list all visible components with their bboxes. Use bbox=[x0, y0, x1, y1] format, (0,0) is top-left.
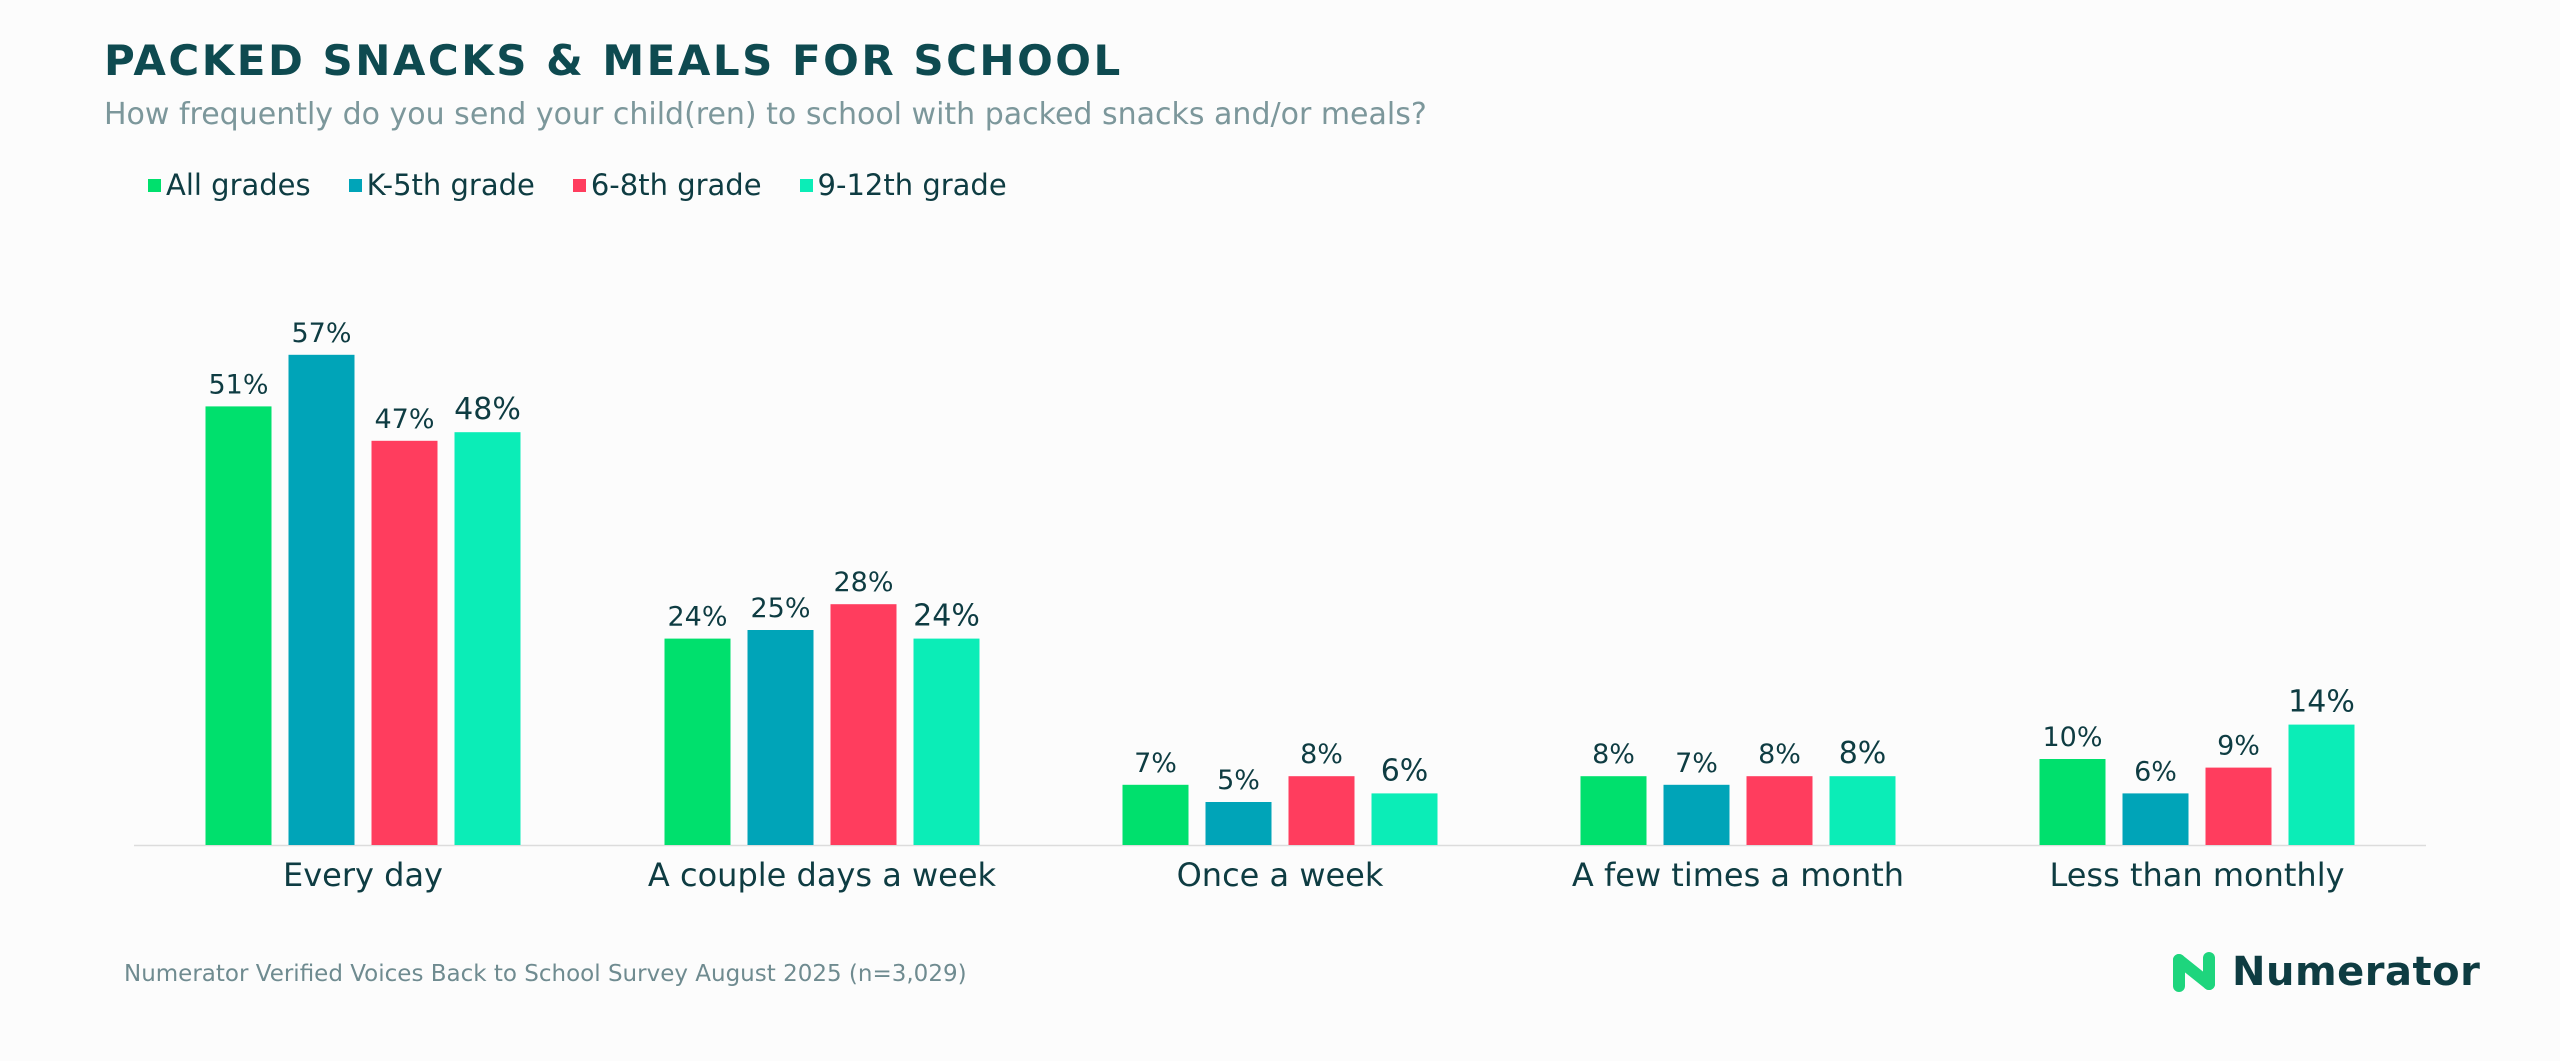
bar-value-label: 25% bbox=[750, 593, 810, 624]
bar bbox=[1122, 784, 1189, 845]
bar bbox=[1746, 776, 1813, 845]
bar bbox=[747, 630, 814, 845]
bar bbox=[664, 638, 731, 845]
bar-value-label: 8% bbox=[1839, 736, 1887, 771]
legend-swatch bbox=[348, 178, 362, 192]
bar bbox=[1205, 802, 1272, 845]
legend-item: K-5th grade bbox=[348, 168, 535, 202]
bar bbox=[1288, 776, 1355, 845]
bar-value-label: 6% bbox=[2134, 756, 2177, 787]
bar bbox=[1663, 784, 1730, 845]
category-label: Once a week bbox=[1177, 856, 1384, 894]
bar bbox=[205, 406, 272, 845]
numerator-logo-icon bbox=[2173, 952, 2215, 992]
category-label: Less than monthly bbox=[2049, 856, 2344, 894]
legend-item: All grades bbox=[148, 168, 311, 202]
chart-subtitle: How frequently do you send your child(re… bbox=[104, 97, 1427, 132]
legend-swatch bbox=[572, 178, 586, 192]
bar-value-label: 6% bbox=[1381, 753, 1429, 788]
bar bbox=[2039, 759, 2106, 845]
category-label: Every day bbox=[283, 856, 443, 894]
category-label: A few times a month bbox=[1572, 856, 1904, 894]
legend-swatch bbox=[799, 178, 813, 192]
brand-logo: Numerator bbox=[2170, 948, 2480, 996]
bar bbox=[2288, 724, 2355, 845]
legend-label: K-5th grade bbox=[366, 168, 535, 202]
category-label: A couple days a week bbox=[648, 856, 997, 894]
bar bbox=[288, 354, 355, 845]
bar-value-label: 51% bbox=[208, 369, 268, 400]
bar bbox=[454, 432, 521, 845]
bar bbox=[1371, 793, 1438, 845]
bar-value-label: 7% bbox=[1134, 748, 1177, 779]
bar-value-label: 14% bbox=[2288, 685, 2355, 720]
source-footnote: Numerator Verified Voices Back to School… bbox=[124, 961, 967, 987]
bar-value-label: 9% bbox=[2217, 731, 2260, 762]
bar-value-label: 10% bbox=[2042, 722, 2102, 753]
bar-value-label: 8% bbox=[1300, 739, 1343, 770]
bar bbox=[1580, 776, 1647, 845]
bar-value-label: 28% bbox=[833, 567, 893, 598]
bar-value-label: 8% bbox=[1758, 739, 1801, 770]
bar-value-label: 7% bbox=[1675, 748, 1718, 779]
bar-value-label: 47% bbox=[374, 404, 434, 435]
bar-value-label: 5% bbox=[1217, 765, 1260, 796]
legend-label: 6-8th grade bbox=[590, 168, 762, 202]
bar bbox=[2205, 767, 2272, 845]
bar-value-label: 48% bbox=[454, 392, 521, 427]
bar-value-label: 8% bbox=[1592, 739, 1635, 770]
bar bbox=[913, 638, 980, 845]
legend-item: 6-8th grade bbox=[572, 168, 762, 202]
legend-label: All grades bbox=[166, 168, 311, 202]
bar-value-label: 24% bbox=[667, 602, 727, 633]
bar bbox=[1829, 776, 1896, 845]
bar bbox=[371, 440, 438, 845]
bar-value-label: 57% bbox=[291, 318, 351, 349]
legend-swatch bbox=[148, 178, 161, 192]
bar-value-label: 24% bbox=[913, 599, 980, 634]
brand-name: Numerator bbox=[2232, 949, 2481, 995]
bar bbox=[830, 604, 897, 845]
chart-title: PACKED SNACKS & MEALS FOR SCHOOL bbox=[104, 36, 1123, 85]
bar bbox=[2122, 793, 2189, 845]
chart-legend: All grades K-5th grade 6-8th grade 9-12th g… bbox=[148, 168, 1045, 202]
legend-label: 9-12th grade bbox=[817, 168, 1007, 202]
legend-item: 9-12th grade bbox=[799, 168, 1007, 202]
